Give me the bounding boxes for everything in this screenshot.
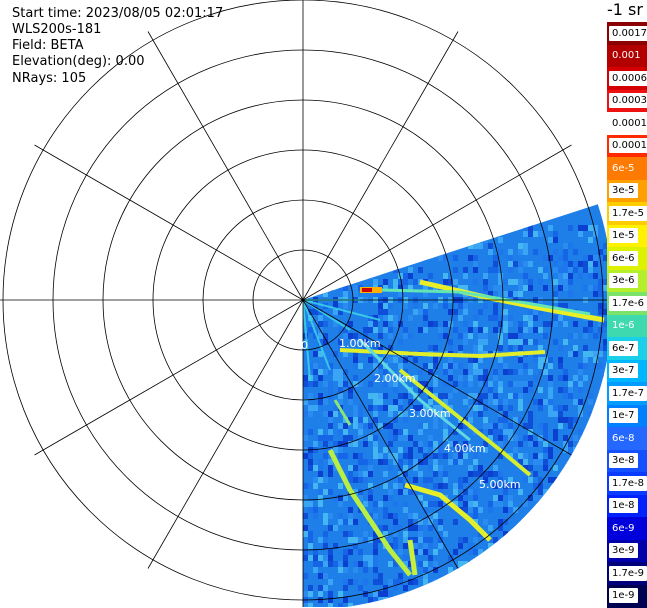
echo-line-south-1 — [327, 448, 412, 577]
colorbar-label: 0.0001 — [609, 138, 647, 154]
echo-line-mid — [339, 348, 546, 359]
colorbar-segment: 3e-7 — [607, 359, 647, 383]
colorbar-label: 1e-8 — [609, 498, 638, 514]
colorbar-label: 3e-8 — [609, 453, 638, 469]
colorbar-label: 1.7e-7 — [609, 385, 647, 401]
colorbar-label: 0.00017 — [609, 115, 647, 131]
colorbar-segment: 6e-9 — [607, 517, 647, 540]
colorbar-label: 6e-9 — [609, 520, 638, 536]
colorbar-label: 6e-6 — [609, 250, 638, 266]
colorbar-segment: 6e-6 — [607, 247, 647, 270]
echo-line-east — [419, 279, 605, 323]
range-label-0: 0 — [301, 339, 308, 352]
colorbar-segment: 0.001 — [607, 44, 647, 68]
colorbar-segment: 1e-6 — [607, 314, 647, 338]
elevation-label: Elevation(deg): 0.00 — [12, 54, 145, 69]
colorbar-label: 3e-5 — [609, 183, 638, 199]
echo-line-south-4 — [333, 399, 352, 426]
colorbar: 0.0017 0.001 0.0006 0.0003 0.00017 0.0001 6e-5… — [607, 22, 647, 608]
instrument-label: WLS200s-181 — [12, 22, 102, 37]
echo-line-south-2 — [404, 482, 492, 542]
colorbar-segment: 1e-7 — [607, 404, 647, 428]
colorbar-label: 1e-6 — [609, 318, 638, 334]
azimuth-spoke-150 — [302, 299, 459, 569]
azimuth-spoke-120 — [302, 299, 572, 456]
colorbar-label: 0.001 — [609, 48, 644, 64]
azimuth-spoke-300 — [34, 144, 304, 301]
colorbar-label: 3e-9 — [609, 543, 638, 559]
colorbar-segment: 6e-5 — [607, 157, 647, 180]
colorbar-segment: 3e-6 — [607, 269, 647, 293]
scan-sector — [303, 204, 607, 607]
colorbar-segment: 0.0006 — [607, 67, 647, 90]
colorbar-segment: 1e-8 — [607, 494, 647, 518]
echo-line-diag — [398, 368, 532, 477]
azimuth-spoke-30 — [302, 31, 459, 301]
field-label: Field: BETA — [12, 38, 84, 53]
colorbar-segment: 1e-9 — [607, 584, 647, 608]
echo-line-south-3 — [407, 539, 418, 576]
colorbar-label: 3e-7 — [609, 363, 638, 379]
colorbar-segment: 3e-8 — [607, 449, 647, 473]
echo-line-diag-2 — [358, 338, 471, 442]
colorbar-label: 1e-5 — [609, 228, 638, 244]
echo-line-east-2 — [379, 288, 591, 316]
range-label-1: 1.00km — [339, 337, 381, 350]
azimuth-spoke-240 — [34, 299, 304, 456]
colorbar-segment: 1e-5 — [607, 224, 647, 248]
range-label-5: 5.00km — [479, 478, 521, 491]
colorbar-segment: 6e-8 — [607, 427, 647, 450]
colorbar-label: 6e-5 — [609, 160, 638, 176]
nrays-label: NRays: 105 — [12, 71, 87, 86]
colorbar-segment: 3e-5 — [607, 179, 647, 203]
colorbar-segment: 1.7e-8 — [607, 472, 647, 495]
azimuth-spoke-210 — [147, 299, 304, 569]
colorbar-label: 6e-8 — [609, 430, 638, 446]
start-time-label: Start time: 2023/08/05 02:01:17 — [12, 6, 224, 21]
colorbar-segment: 0.0017 — [607, 22, 647, 45]
colorbar-label: 1.7e-5 — [609, 205, 647, 221]
colorbar-label: 0.0017 — [609, 25, 647, 41]
colorbar-segment: 3e-9 — [607, 539, 647, 563]
range-label-2: 2.00km — [374, 372, 416, 385]
azimuth-spoke-330 — [147, 31, 304, 301]
colorbar-label: 1.7e-6 — [609, 295, 647, 311]
colorbar-units: -1 sr — [607, 0, 643, 19]
ppi-plot: 0 1.00km 2.00km 3.00km 4.00km 5.00km — [0, 0, 607, 607]
hotspot-core — [362, 288, 372, 292]
colorbar-label: 1.7e-9 — [609, 565, 647, 581]
colorbar-segment: 6e-7 — [607, 337, 647, 360]
colorbar-segment: 1.7e-5 — [607, 202, 647, 225]
colorbar-segment: 0.0003 — [607, 89, 647, 113]
colorbar-segment: 1.7e-6 — [607, 292, 647, 315]
azimuth-spoke-60 — [302, 144, 572, 301]
colorbar-label: 6e-7 — [609, 340, 638, 356]
colorbar-label: 0.0006 — [609, 70, 647, 86]
colorbar-label: 3e-6 — [609, 273, 638, 289]
colorbar-segment: 0.0001 — [607, 134, 647, 158]
colorbar-label: 1e-7 — [609, 408, 638, 424]
range-label-4: 4.00km — [444, 442, 486, 455]
range-label-3: 3.00km — [409, 407, 451, 420]
colorbar-segment: 1.7e-7 — [607, 382, 647, 405]
azimuth-spokes — [0, 0, 607, 607]
colorbar-label: 1.7e-8 — [609, 475, 647, 491]
colorbar-segment: 0.00017 — [607, 112, 647, 135]
range-ring-labels: 0 1.00km 2.00km 3.00km 4.00km 5.00km — [301, 337, 521, 491]
colorbar-label: 1e-9 — [609, 588, 638, 604]
colorbar-label: 0.0003 — [609, 93, 647, 109]
colorbar-segment: 1.7e-9 — [607, 562, 647, 585]
